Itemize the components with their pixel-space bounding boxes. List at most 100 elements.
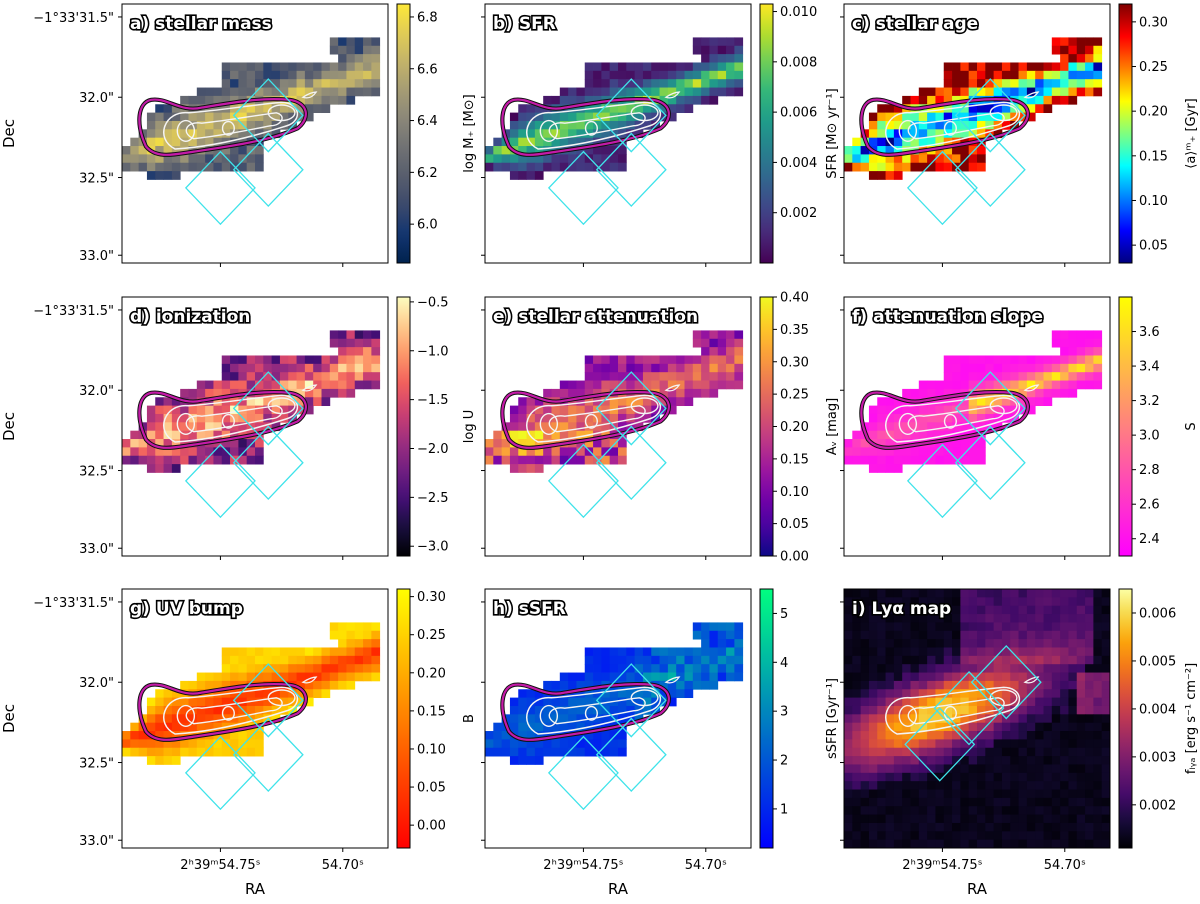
map-pixel bbox=[651, 647, 660, 657]
map-pixel bbox=[1076, 806, 1086, 815]
map-pixel bbox=[1076, 330, 1086, 340]
map-pixel bbox=[1076, 62, 1086, 72]
map-pixel bbox=[518, 747, 527, 757]
map-pixel bbox=[534, 104, 544, 114]
map-pixel bbox=[1001, 639, 1011, 648]
map-pixel bbox=[1093, 806, 1103, 815]
map-pixel bbox=[1093, 731, 1103, 740]
map-pixel bbox=[221, 120, 231, 130]
map-pixel bbox=[485, 747, 494, 757]
map-pixel bbox=[171, 689, 181, 699]
map-pixel bbox=[559, 722, 569, 732]
map-pixel bbox=[1018, 62, 1028, 72]
map-pixel bbox=[1101, 639, 1110, 648]
map-pixel bbox=[1043, 380, 1053, 390]
map-pixel bbox=[701, 363, 710, 373]
map-pixel bbox=[684, 87, 694, 97]
map-pixel bbox=[852, 839, 862, 848]
map-pixel bbox=[1018, 722, 1028, 732]
map-pixel bbox=[852, 439, 862, 448]
map-pixel bbox=[960, 154, 970, 164]
map-pixel bbox=[852, 639, 862, 648]
map-pixel bbox=[205, 397, 214, 407]
overlays bbox=[885, 645, 1042, 782]
map-pixel bbox=[918, 806, 928, 815]
map-pixel bbox=[1026, 806, 1036, 815]
map-pixel bbox=[1035, 655, 1044, 665]
map-pixel bbox=[509, 422, 519, 432]
map-pixel bbox=[1051, 705, 1061, 715]
map-pixel bbox=[968, 839, 978, 848]
map-pixel bbox=[509, 137, 519, 147]
map-pixel bbox=[584, 120, 594, 130]
map-pixel bbox=[576, 430, 586, 440]
map-pixel bbox=[993, 747, 1003, 757]
map-pixel bbox=[559, 95, 569, 105]
map-pixel bbox=[885, 797, 895, 807]
map-pixel bbox=[559, 380, 569, 390]
map-pixel bbox=[1060, 37, 1069, 47]
map-pixel bbox=[868, 413, 878, 423]
map-pixel bbox=[935, 605, 945, 615]
map-pixel bbox=[885, 405, 895, 415]
map-pixel bbox=[717, 330, 727, 340]
map-pixel bbox=[852, 797, 862, 807]
map-pixel bbox=[1035, 806, 1044, 815]
aperture-diamond bbox=[232, 663, 304, 738]
map-pixel bbox=[877, 129, 886, 139]
map-pixel bbox=[501, 731, 511, 740]
y-tick-label: 32.5" bbox=[79, 465, 114, 480]
map-pixel bbox=[692, 338, 702, 348]
map-pixel bbox=[338, 79, 347, 88]
map-pixel bbox=[844, 680, 853, 690]
map-pixel bbox=[734, 355, 744, 365]
map-pixel bbox=[902, 789, 911, 799]
map-pixel bbox=[526, 689, 536, 699]
map-pixel bbox=[943, 62, 953, 72]
map-pixel bbox=[593, 79, 602, 88]
map-pixel bbox=[576, 95, 586, 105]
map-pixel bbox=[534, 464, 544, 473]
map-pixel bbox=[877, 789, 886, 799]
map-pixel bbox=[667, 380, 677, 390]
map-pixel bbox=[1101, 589, 1110, 598]
map-pixel bbox=[877, 722, 886, 732]
map-pixel bbox=[1026, 372, 1036, 381]
map-pixel bbox=[1068, 672, 1078, 682]
map-pixel bbox=[1051, 764, 1061, 774]
map-pixel bbox=[902, 756, 911, 765]
map-pixel bbox=[960, 814, 970, 824]
map-pixel bbox=[188, 697, 198, 707]
map-pixel bbox=[271, 355, 281, 365]
aperture-diamond bbox=[232, 371, 304, 446]
map-pixel bbox=[902, 439, 911, 448]
map-pixel bbox=[1085, 739, 1094, 749]
map-pixel bbox=[1085, 814, 1094, 824]
map-pixel bbox=[960, 789, 970, 799]
map-pixel bbox=[902, 705, 911, 715]
map-pixel bbox=[1051, 797, 1061, 807]
map-pixel bbox=[255, 146, 264, 155]
map-pixel bbox=[518, 413, 527, 423]
map-pixel bbox=[551, 697, 561, 707]
map-pixel bbox=[1060, 655, 1069, 665]
map-pixel bbox=[1093, 655, 1103, 665]
map-pixel bbox=[543, 439, 552, 448]
map-pixel bbox=[726, 647, 735, 657]
map-pixel bbox=[213, 705, 223, 715]
map-pixel bbox=[1076, 772, 1086, 782]
map-pixel bbox=[1035, 747, 1044, 757]
map-pixel bbox=[584, 697, 594, 707]
map-pixel bbox=[584, 146, 594, 155]
colorbar-tick-label: −3.0 bbox=[417, 540, 449, 555]
map-pixel bbox=[584, 731, 594, 740]
map-pixel bbox=[902, 664, 911, 673]
map-pixel bbox=[860, 839, 870, 848]
map-pixel bbox=[902, 781, 911, 790]
map-pixel bbox=[960, 747, 970, 757]
map-pixel bbox=[927, 839, 936, 848]
map-pixel bbox=[717, 647, 727, 657]
map-pixel bbox=[692, 79, 702, 88]
map-pixel bbox=[593, 137, 602, 147]
map-pixel bbox=[709, 680, 719, 690]
